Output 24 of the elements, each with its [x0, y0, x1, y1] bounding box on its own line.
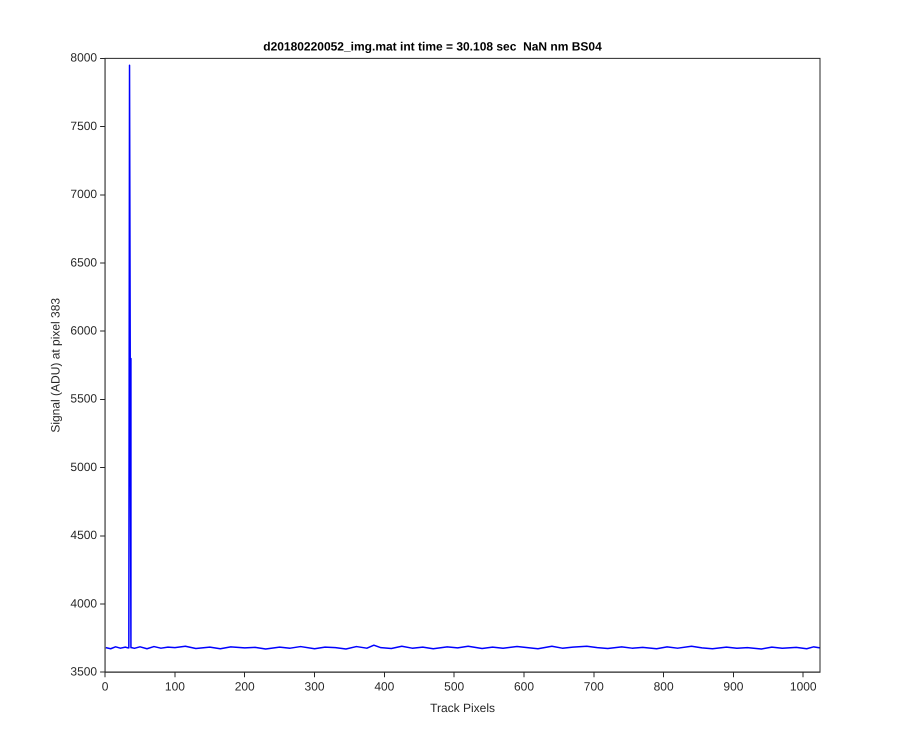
x-tick-label: 500: [444, 680, 464, 694]
y-tick-label: 6500: [70, 255, 98, 270]
y-tick-label: 4500: [70, 528, 98, 542]
x-axis-title: Track Pixels: [430, 701, 495, 716]
x-tick-label: 400: [374, 680, 395, 694]
y-tick-label: 6000: [70, 324, 98, 338]
x-tick-label: 600: [514, 680, 534, 694]
x-tick-label: 900: [723, 680, 744, 694]
x-tick-label: 200: [234, 680, 256, 694]
x-tick-label: 0: [102, 680, 109, 694]
x-tick-label: 700: [584, 680, 604, 694]
x-tick-label: 800: [654, 680, 674, 694]
y-tick-label: 4000: [70, 596, 98, 610]
y-tick-label: 5500: [70, 392, 98, 406]
y-tick-label: 5000: [70, 460, 98, 474]
x-tick-label: 300: [304, 680, 325, 694]
y-tick-label: 8000: [70, 50, 98, 65]
y-tick-label: 7000: [70, 187, 98, 202]
y-axis-title: Signal (ADU) at pixel 383: [48, 298, 63, 433]
x-tick-label: 100: [164, 680, 186, 694]
chart-title: d20180220052_img.mat int time = 30.108 sec NaN nm BS04: [263, 40, 602, 54]
x-tick-label: 1000: [790, 680, 817, 694]
y-tick-label: 3500: [70, 664, 98, 679]
y-tick-label: 7500: [70, 118, 98, 133]
